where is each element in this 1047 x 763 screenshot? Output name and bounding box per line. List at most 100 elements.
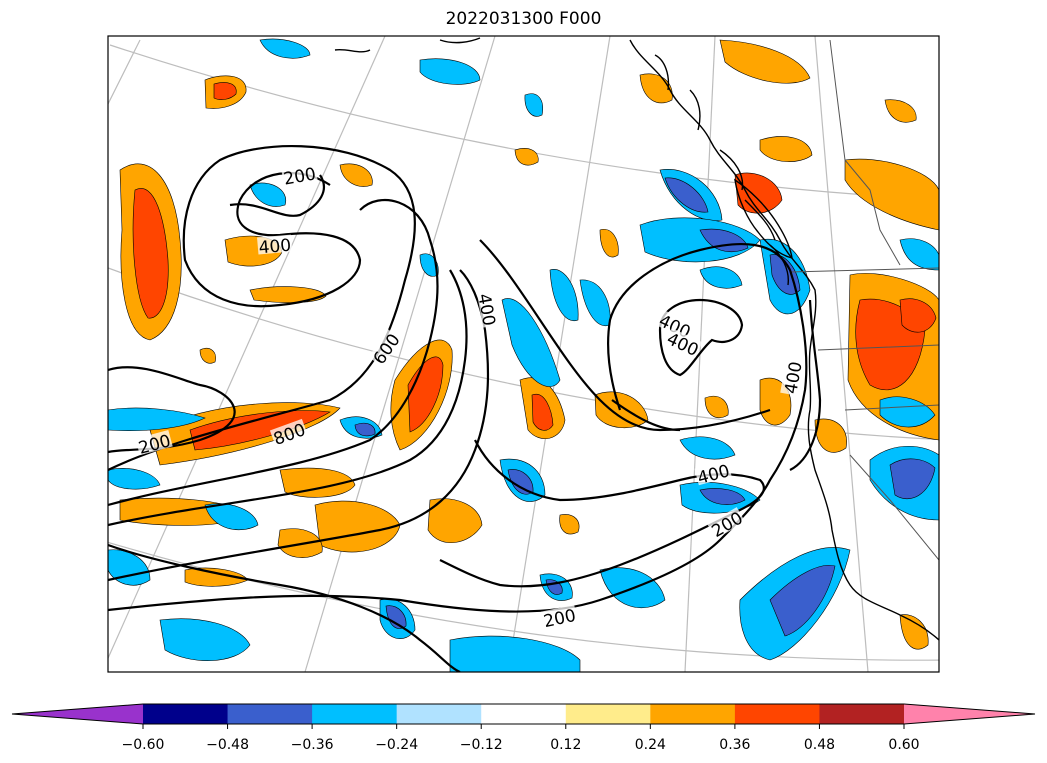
shade-lightblue	[108, 407, 206, 431]
shade-red	[132, 188, 169, 319]
contour-line	[479, 239, 771, 432]
shade-lightblue	[259, 38, 311, 59]
colorbar-tick-label: 0.12	[550, 737, 581, 753]
shade-lightblue	[449, 635, 581, 672]
shade-orange	[759, 136, 813, 162]
shade-blue	[354, 422, 376, 437]
colorbar-tick-label: 0.60	[888, 737, 919, 753]
contour-line	[439, 439, 765, 588]
colorbar-extend-high	[904, 704, 1035, 724]
contour-line	[108, 144, 416, 471]
shade-lightblue	[699, 266, 743, 289]
colorbar-segments	[11, 703, 1036, 725]
colorbar-extend-low	[12, 704, 143, 724]
colorbar-segment	[819, 704, 905, 724]
colorbar-segment	[143, 704, 229, 724]
shade-lightblue	[899, 238, 939, 271]
colorbar-tick-label: −0.60	[122, 737, 165, 753]
shade-blue	[664, 177, 709, 213]
shade-orange	[199, 348, 216, 364]
colorbar-tick-label: −0.36	[291, 737, 334, 753]
shade-lightblue	[501, 298, 561, 387]
shade-orange	[594, 391, 649, 429]
shade-orange	[427, 498, 483, 544]
political-borders	[789, 39, 939, 561]
colorbar-tick-label: 0.36	[719, 737, 750, 753]
positive-anomaly-shading	[119, 39, 939, 650]
colorbar-outline	[11, 703, 1036, 725]
graticule-lon-line	[108, 39, 141, 106]
map-frame	[107, 35, 940, 673]
shade-lightblue	[108, 468, 161, 490]
shade-blue	[699, 488, 746, 505]
shade-lightblue	[879, 396, 936, 428]
colorbar-tick-label: 0.24	[635, 737, 666, 753]
coastline-bc	[629, 39, 939, 641]
map-panel: 200 400 400 600 800 200	[107, 35, 940, 673]
shade-blue	[769, 564, 836, 637]
border-canada-us	[789, 267, 939, 273]
shade-red	[734, 172, 783, 214]
graticule-lon-line	[814, 36, 869, 672]
shade-lightblue	[679, 436, 736, 460]
colorbar-tick-label: −0.12	[460, 737, 503, 753]
shade-blue	[889, 458, 936, 500]
colorbar-segment	[312, 704, 398, 724]
contour-line	[108, 198, 439, 507]
colorbar-tick-label: −0.48	[206, 737, 249, 753]
shade-lightblue	[524, 93, 543, 117]
shade-orange	[339, 163, 373, 187]
shade-lightblue	[549, 269, 579, 322]
shade-orange	[559, 514, 580, 535]
coastlines	[334, 37, 939, 641]
colorbar-segment	[734, 704, 820, 724]
shade-orange	[279, 467, 356, 498]
shade-orange	[844, 158, 939, 231]
contour-label-400-a: 400	[257, 234, 293, 259]
coastline-vancouver-island	[734, 178, 793, 259]
contour-label-200-a: 200	[281, 163, 318, 190]
shade-blue	[699, 228, 749, 253]
graticule-lon-line	[304, 36, 496, 672]
shade-lightblue	[419, 58, 481, 85]
shade-red	[213, 82, 237, 100]
shade-orange	[599, 229, 619, 258]
coastline-top	[334, 37, 481, 53]
contour-line	[611, 399, 681, 432]
colorbar-ticks: −0.60 −0.48 −0.36 −0.24 −0.12 0.12 0.24 0.36 0.4…	[122, 724, 920, 753]
coastline-islands	[654, 54, 789, 286]
shade-blue	[769, 254, 801, 295]
colorbar-tick-label: 0.48	[804, 737, 835, 753]
shade-red	[189, 410, 331, 451]
shade-blue	[507, 469, 534, 495]
shade-red	[531, 393, 554, 431]
graticule-lon-line	[507, 36, 611, 672]
colorbar-segment	[565, 704, 651, 724]
graticule-lon-line	[108, 36, 386, 660]
shade-orange	[704, 395, 729, 418]
contour-line	[658, 298, 744, 377]
border-bc-alberta	[829, 39, 901, 266]
contour-line	[229, 174, 326, 217]
shade-orange	[719, 39, 811, 84]
colorbar-segment	[650, 704, 736, 724]
colorbar-segment	[227, 704, 313, 724]
colorbar-segment	[396, 704, 482, 724]
shade-orange	[514, 148, 539, 166]
border-states	[817, 344, 939, 561]
contour-line	[108, 269, 468, 527]
plot-title: 2022031300 F000	[445, 9, 602, 29]
contour-label-400-a: 400	[258, 236, 292, 259]
shade-orange	[884, 99, 917, 123]
shade-orange	[899, 614, 929, 650]
shade-orange	[814, 418, 847, 453]
contour-line	[108, 543, 461, 672]
contour-line	[789, 299, 822, 471]
colorbar-segment	[481, 704, 567, 724]
shade-red	[899, 298, 937, 333]
contour-line	[108, 242, 808, 613]
colorbar-tick-label: −0.24	[375, 737, 418, 753]
shade-lightblue	[159, 618, 251, 661]
shade-lightblue	[249, 182, 287, 207]
shade-orange	[249, 286, 327, 303]
